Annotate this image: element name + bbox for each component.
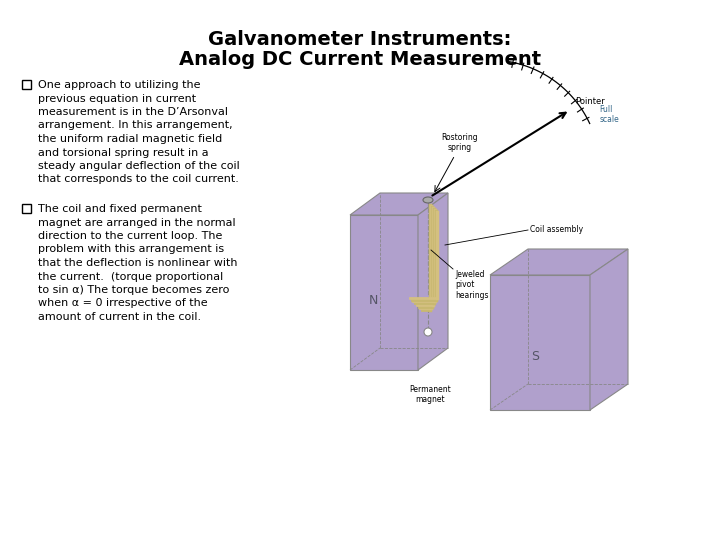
Text: to sin α) The torque becomes zero: to sin α) The torque becomes zero: [38, 285, 230, 295]
Text: problem with this arrangement is: problem with this arrangement is: [38, 245, 224, 254]
Text: that corresponds to the coil current.: that corresponds to the coil current.: [38, 174, 239, 185]
Text: One approach to utilizing the: One approach to utilizing the: [38, 80, 200, 90]
Text: when α = 0 irrespective of the: when α = 0 irrespective of the: [38, 299, 207, 308]
Polygon shape: [490, 275, 590, 410]
Text: S: S: [531, 349, 539, 362]
Text: arrangement. In this arrangement,: arrangement. In this arrangement,: [38, 120, 233, 131]
Text: Jeweled
pivot
hearings: Jeweled pivot hearings: [455, 270, 488, 300]
Text: the current.  (torque proportional: the current. (torque proportional: [38, 272, 223, 281]
Text: Analog DC Current Measurement: Analog DC Current Measurement: [179, 50, 541, 69]
Text: measurement is in the D’Arsonval: measurement is in the D’Arsonval: [38, 107, 228, 117]
Polygon shape: [590, 249, 628, 410]
Text: magnet are arranged in the normal: magnet are arranged in the normal: [38, 218, 235, 227]
Text: Pointer: Pointer: [575, 97, 605, 106]
Text: Coil assembly: Coil assembly: [530, 226, 583, 234]
Text: Rostoring
spring: Rostoring spring: [441, 133, 478, 152]
Text: and torsional spring result in a: and torsional spring result in a: [38, 147, 209, 158]
Text: Full
scale: Full scale: [599, 105, 619, 124]
Text: steady angular deflection of the coil: steady angular deflection of the coil: [38, 161, 240, 171]
Text: Permanent
magnet: Permanent magnet: [409, 385, 451, 404]
Polygon shape: [350, 215, 418, 370]
Bar: [22, 204, 31, 213]
Circle shape: [424, 328, 432, 336]
Text: Galvanometer Instruments:: Galvanometer Instruments:: [208, 30, 512, 49]
Text: that the deflection is nonlinear with: that the deflection is nonlinear with: [38, 258, 238, 268]
Text: previous equation in current: previous equation in current: [38, 93, 196, 104]
Polygon shape: [350, 193, 448, 215]
Text: the uniform radial magnetic field: the uniform radial magnetic field: [38, 134, 222, 144]
Ellipse shape: [423, 197, 433, 203]
Polygon shape: [418, 193, 448, 370]
Text: N: N: [369, 294, 379, 307]
Text: direction to the current loop. The: direction to the current loop. The: [38, 231, 222, 241]
Text: amount of current in the coil.: amount of current in the coil.: [38, 312, 201, 322]
Polygon shape: [490, 249, 628, 275]
Bar: [22, 80, 31, 89]
Text: The coil and fixed permanent: The coil and fixed permanent: [38, 204, 202, 214]
